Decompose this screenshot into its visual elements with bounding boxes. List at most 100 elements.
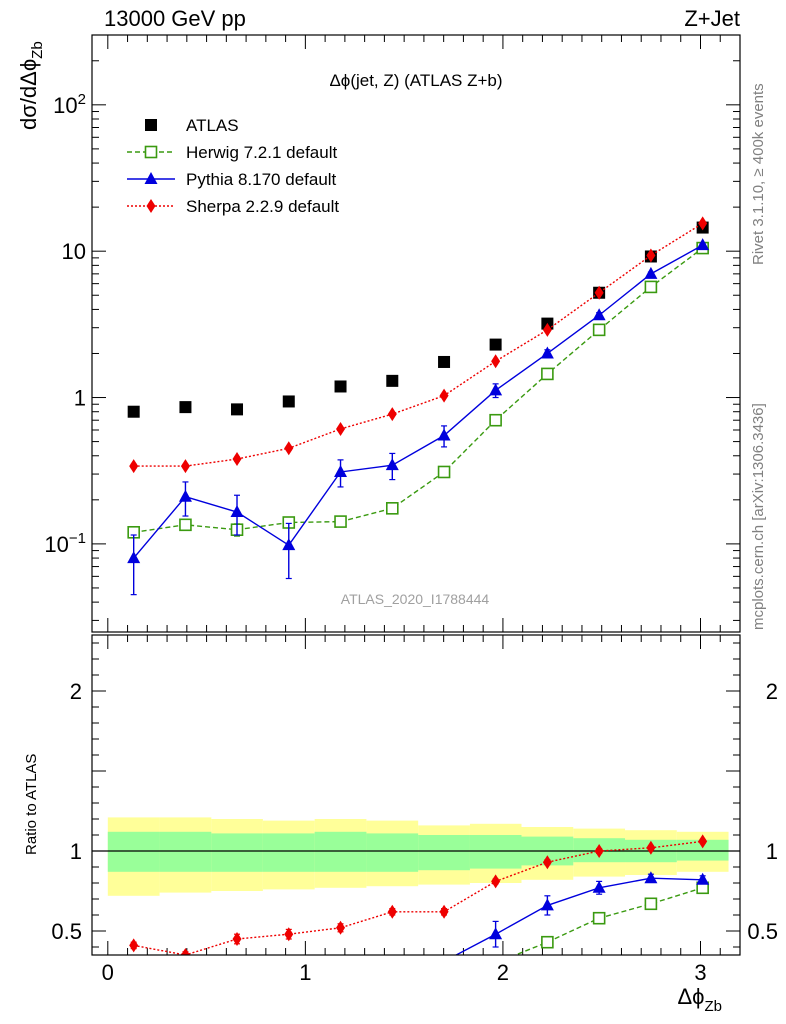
band-inner	[314, 831, 367, 872]
data-point-herwig	[385, 502, 399, 515]
series-pythia	[454, 871, 710, 955]
y-tick-label: 10−1	[44, 530, 86, 557]
data-point-herwig	[541, 367, 554, 381]
data-point-sherpa	[129, 459, 139, 474]
main-y-label: dσ/dΔϕZb	[16, 41, 46, 130]
band-inner	[366, 833, 419, 872]
band-inner	[676, 839, 729, 861]
data-point-sherpa	[542, 855, 552, 870]
ratio-y-label: Ratio to ATLAS	[23, 754, 40, 855]
x-axis-label: ΔϕZb	[677, 984, 722, 1015]
ratio-panel: 0.5 0.5 1 1 2 2 0 1 2 3 Ratio to ATLAS ΔϕZb	[23, 634, 778, 1015]
data-point-pythia	[540, 346, 554, 359]
band-inner	[159, 831, 212, 872]
data-point-herwig	[644, 280, 658, 294]
series-line-pythia	[133, 244, 704, 559]
main-frame	[91, 34, 741, 633]
data-point-atlas	[438, 355, 451, 368]
header-left: 13000 GeV pp	[104, 6, 246, 31]
series-pythia	[127, 238, 710, 596]
analysis-watermark: ATLAS_2020_I1788444	[341, 591, 490, 607]
data-point-pythia	[127, 551, 141, 564]
y-tick-label: 10	[62, 239, 86, 264]
legend-marker-pythia	[144, 172, 158, 184]
data-point-sherpa	[439, 388, 449, 403]
ratio-y-tick-label: 1	[70, 839, 82, 864]
data-point-atlas	[334, 380, 347, 393]
ratio-y-tick-label: 2	[70, 679, 82, 704]
main-panel: 10−1 1 10 102 Δϕ(jet, Z) (ATLAS Z+b) ATLAS_20…	[16, 34, 741, 633]
series-herwig	[513, 881, 709, 955]
series-line-pythia	[454, 877, 703, 955]
data-point-sherpa	[491, 354, 501, 369]
data-point-herwig	[592, 323, 606, 337]
data-point-sherpa	[232, 452, 242, 467]
data-point-sherpa	[646, 248, 656, 263]
data-point-atlas	[179, 401, 192, 414]
legend-marker-atlas	[145, 119, 157, 131]
data-point-herwig	[179, 518, 192, 532]
series-line-sherpa	[133, 840, 703, 955]
band-inner	[418, 835, 470, 871]
data-point-sherpa	[180, 459, 190, 474]
legend-marker-sherpa	[146, 199, 156, 213]
data-point-sherpa	[336, 920, 346, 935]
series-sherpa	[129, 834, 708, 955]
plot-title: Δϕ(jet, Z) (ATLAS Z+b)	[329, 71, 502, 90]
data-point-pythia	[178, 489, 192, 502]
series-herwig	[127, 241, 709, 539]
legend-label-herwig: Herwig 7.2.1 default	[186, 143, 337, 162]
data-point-sherpa	[284, 441, 294, 456]
x-tick-label: 0	[102, 960, 114, 985]
ratio-y-tick-label-right: 1	[766, 839, 778, 864]
ratio-y-tick-label-right: 2	[766, 679, 778, 704]
data-point-pythia	[282, 538, 296, 551]
data-point-sherpa	[698, 834, 708, 849]
data-point-sherpa	[439, 904, 449, 919]
ratio-frame	[91, 634, 741, 956]
data-point-herwig	[334, 515, 347, 528]
data-point-sherpa	[232, 932, 242, 946]
band-inner	[469, 835, 522, 869]
data-point-sherpa	[594, 844, 604, 858]
data-point-pythia	[230, 505, 244, 518]
data-point-herwig	[592, 911, 606, 925]
series-sherpa	[129, 216, 708, 474]
mcplots-label: mcplots.cern.ch [arXiv:1306.3436]	[750, 403, 767, 630]
data-point-herwig	[437, 465, 451, 479]
data-point-atlas	[489, 338, 502, 351]
data-point-sherpa	[646, 840, 656, 855]
data-point-sherpa	[542, 322, 552, 337]
band-inner	[262, 833, 315, 872]
main-x-ticks	[107, 35, 741, 632]
data-point-pythia	[437, 428, 451, 441]
legend-label-atlas: ATLAS	[186, 116, 239, 135]
legend-label-pythia: Pythia 8.170 default	[186, 170, 337, 189]
data-point-herwig	[541, 935, 554, 949]
header-right: Z+Jet	[684, 6, 740, 31]
data-point-pythia	[592, 880, 606, 893]
data-point-pythia	[385, 458, 399, 471]
data-point-sherpa	[387, 407, 397, 422]
main-data	[127, 216, 710, 596]
x-tick-label: 1	[299, 960, 311, 985]
legend-marker-herwig	[144, 145, 158, 159]
data-point-sherpa	[491, 874, 501, 889]
series-line-herwig	[133, 247, 704, 533]
legend-label-sherpa: Sherpa 2.2.9 default	[186, 197, 339, 216]
data-point-sherpa	[698, 216, 708, 231]
data-point-atlas	[127, 405, 140, 418]
band-inner	[211, 833, 263, 872]
y-tick-label: 102	[53, 91, 86, 118]
data-point-herwig	[489, 413, 502, 427]
y-tick-label: 1	[74, 386, 86, 411]
data-point-pythia	[696, 872, 710, 885]
data-point-pythia	[489, 383, 503, 396]
data-point-pythia	[334, 464, 348, 477]
ratio-data	[129, 834, 710, 955]
data-point-herwig	[644, 897, 658, 911]
ratio-y-tick-label: 0.5	[51, 919, 82, 944]
data-point-pythia	[644, 871, 658, 884]
data-point-sherpa	[129, 938, 139, 953]
